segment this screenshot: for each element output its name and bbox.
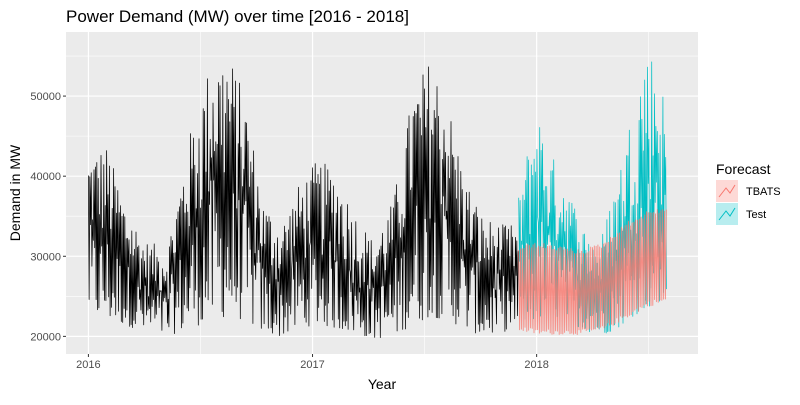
legend-title: Forecast	[716, 161, 771, 177]
legend-key-line-test	[718, 207, 736, 221]
y-axis-ticks: 20000 30000 40000 50000	[30, 91, 66, 343]
legend-label-forecast: TBATS	[746, 186, 781, 198]
y-tick-label: 40000	[30, 171, 61, 183]
legend-key-forecast	[716, 180, 738, 202]
series-line-history	[88, 66, 519, 339]
y-tick-label: 30000	[30, 251, 61, 263]
legend-key-line-forecast	[718, 184, 736, 198]
series-line-forecast	[518, 209, 667, 335]
chart-title: Power Demand (MW) over time [2016 - 2018…	[66, 7, 409, 26]
series-layer	[88, 61, 667, 339]
legend-item-test: Test	[716, 203, 766, 225]
x-axis-ticks: 2016 2017 2018	[76, 354, 549, 371]
legend-item-forecast: TBATS	[716, 180, 781, 202]
grid-minor	[66, 32, 698, 354]
legend: Forecast TBATS Test	[716, 161, 781, 225]
x-axis-title: Year	[368, 376, 397, 392]
x-tick-label: 2018	[524, 359, 548, 371]
y-tick-label: 20000	[30, 331, 61, 343]
legend-key-test	[716, 203, 738, 225]
y-axis-title: Demand in MW	[7, 144, 23, 241]
x-tick-label: 2017	[300, 359, 324, 371]
legend-label-test: Test	[746, 209, 766, 221]
y-tick-label: 50000	[30, 91, 61, 103]
x-tick-label: 2016	[76, 359, 100, 371]
legend-items: TBATS Test	[716, 180, 781, 225]
